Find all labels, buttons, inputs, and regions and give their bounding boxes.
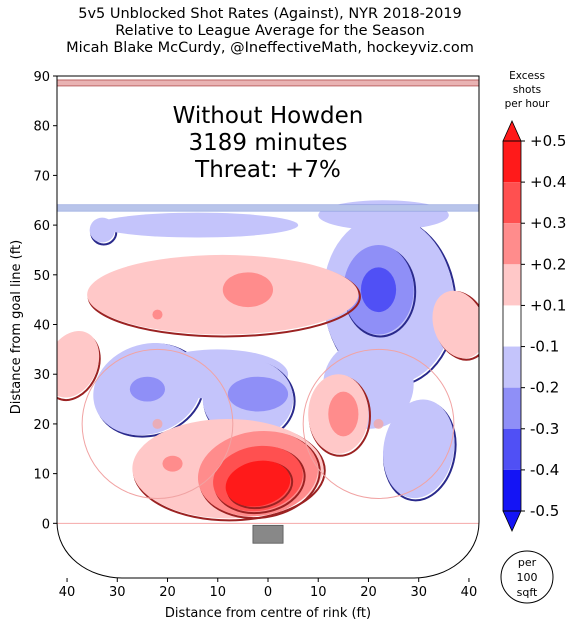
x-tick-label: 10: [209, 585, 226, 600]
y-axis: 0 10 20 30 40 50 60 70 80 90: [33, 70, 58, 532]
x-axis-label: Distance from centre of rink (ft): [165, 606, 371, 621]
y-axis-label: Distance from goal line (ft): [9, 240, 24, 414]
colorbar: Excess shots per hour +0.5 +0.4 +0.3 +0.2 +0…: [502, 70, 566, 532]
colorbar-band: [503, 305, 521, 347]
y-tick-label: 70: [33, 169, 50, 184]
x-tick-label: 40: [59, 585, 76, 600]
colorbar-band: [503, 469, 521, 511]
x-tick-label: 30: [410, 585, 427, 600]
colorbar-max-arrow: [502, 120, 522, 142]
colorbar-band: [503, 387, 521, 429]
colorbar-tick-label: +0.3: [530, 214, 566, 232]
heat-region-upper-left-dot: [152, 309, 163, 320]
annotation-line-2: 3189 minutes: [189, 130, 348, 156]
heat-layer: [57, 76, 479, 578]
heat-region-upper-mid-core: [222, 272, 274, 308]
heat-region-slot-hot: [225, 460, 291, 507]
scale-badge-line-2: 100: [517, 571, 538, 584]
colorbar-tick-label: +0.1: [530, 296, 566, 314]
x-tick-label: 20: [159, 585, 176, 600]
annotation: Without Howden 3189 minutes Threat: +7%: [173, 103, 364, 183]
y-tick-label: 40: [33, 319, 50, 334]
y-tick-label: 20: [33, 418, 50, 433]
colorbar-title-line-2: shots: [513, 84, 541, 96]
faceoff-dot: [152, 418, 163, 429]
y-tick-label: 90: [33, 70, 50, 85]
y-tick-label: 0: [42, 517, 50, 532]
heat-region-left-boards: [57, 331, 100, 398]
colorbar-tick-label: -0.1: [530, 338, 559, 356]
x-tick-label: 10: [310, 585, 327, 600]
goal-net: [252, 524, 284, 544]
y-tick-label: 50: [33, 269, 50, 284]
y-tick-label: 80: [33, 120, 50, 135]
colorbar-tick-label: +0.4: [530, 173, 566, 191]
heat-region-right-point-l3: [360, 267, 397, 313]
heat-region-right-low: [383, 399, 455, 499]
colorbar-band: [503, 346, 521, 388]
scale-badge-line-1: per: [518, 556, 537, 569]
colorbar-band: [503, 264, 521, 306]
x-axis: 40 30 20 10 0 10 20 30 40: [59, 578, 477, 600]
heat-region-right-circle-core: [328, 391, 359, 437]
colorbar-tick-label: -0.2: [530, 379, 559, 397]
faceoff-circle: [302, 348, 455, 499]
rink-boards: [56, 75, 480, 579]
colorbar-band: [503, 428, 521, 470]
heat-region-left-blueline: [97, 212, 299, 238]
colorbar-band: [503, 182, 521, 224]
y-tick-label: 60: [33, 219, 50, 234]
chart-title-line-1: 5v5 Unblocked Shot Rates (Against), NYR …: [78, 6, 462, 22]
x-tick-label: 40: [461, 585, 478, 600]
colorbar-tick-label: +0.2: [530, 255, 566, 273]
faceoff-dot: [373, 418, 384, 429]
colorbar-title-line-3: per hour: [505, 98, 551, 110]
blue-line: [56, 204, 480, 212]
scale-badge-line-3: sqft: [517, 586, 538, 599]
y-tick-label: 10: [33, 468, 50, 483]
colorbar-min-arrow: [502, 510, 522, 532]
colorbar-title-line-1: Excess: [509, 70, 545, 82]
x-tick-label: 30: [109, 585, 126, 600]
colorbar-tick-label: -0.3: [530, 420, 559, 438]
heat-region-mid-circle-core: [227, 376, 289, 412]
chart-title-line-3: Micah Blake McCurdy, @IneffectiveMath, h…: [66, 40, 474, 56]
x-tick-label: 20: [360, 585, 377, 600]
colorbar-tick-label: -0.4: [530, 461, 559, 479]
annotation-line-1: Without Howden: [173, 103, 364, 129]
annotation-line-3: Threat: +7%: [194, 157, 341, 183]
colorbar-tick-label: +0.5: [530, 132, 566, 150]
chart-title: 5v5 Unblocked Shot Rates (Against), NYR …: [0, 6, 540, 57]
colorbar-tick-label: -0.5: [530, 502, 559, 520]
colorbar-band: [503, 223, 521, 265]
heat-region-left-crease: [162, 455, 183, 472]
scale-badge: per 100 sqft: [500, 550, 554, 604]
heat-region-right-boards: [432, 290, 479, 359]
heat-region-upper-mid: [87, 254, 359, 335]
x-tick-label: 0: [264, 585, 272, 600]
faceoff-circle: [81, 348, 234, 499]
heat-region-left-faceoff-core: [129, 376, 166, 402]
chart-title-line-2: Relative to League Average for the Seaso…: [115, 23, 425, 39]
colorbar-frame: [502, 140, 522, 512]
colorbar-band: [503, 141, 521, 183]
y-tick-label: 30: [33, 368, 50, 383]
centre-red-line: [56, 79, 480, 87]
